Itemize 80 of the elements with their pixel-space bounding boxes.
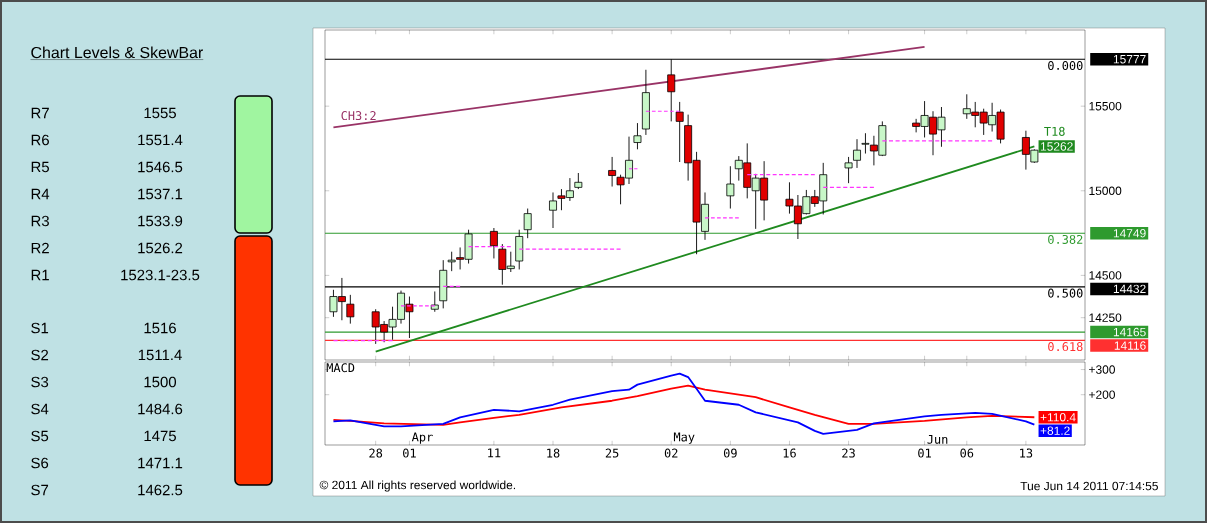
text: R5 [31,161,49,173]
x-tick-label: 13 [1020,448,1033,458]
candlestick [675,101,684,163]
text: S7 [31,484,49,496]
series-label: T18 [1044,126,1065,136]
x-tick-label: 16 [783,448,796,458]
y-tick-label: 15500 [1089,101,1122,111]
text: Tue Jun 14 2011 07:14:55 [1020,481,1158,491]
text: R4 [31,188,50,200]
x-tick-label: 02 [664,448,678,458]
text: © 2011 All rights reserved worldwide. [319,480,516,492]
annotation: May [673,432,695,444]
candlestick [633,122,642,150]
annotation: 0.500 [1048,288,1083,298]
x-tick-label: 23 [842,448,855,458]
candlestick [844,156,853,184]
x-tick-label: 25 [605,448,619,458]
y-tick-label: 14250 [1089,313,1122,322]
text: 1551.4 [138,134,183,146]
candlestick [549,192,557,229]
x-tick-label: 11 [488,448,501,458]
ref-line-label: 14116 [1114,341,1146,350]
data-label: +110.4 [1040,413,1076,422]
text: S3 [31,376,49,388]
line-series [332,384,1036,426]
text: S2 [31,349,49,361]
text: 1523.1-23.5 [121,269,200,281]
text: 1484.6 [138,403,183,415]
candlestick [447,251,456,272]
data-label: +81.2 [1040,426,1070,435]
text: 1526.2 [138,242,183,254]
text: S4 [31,403,49,415]
x-tick-label: 18 [547,448,560,458]
annotation: 0.000 [1048,60,1083,71]
x-tick-label: 09 [723,448,737,458]
y-tick-label: 14500 [1089,271,1122,280]
candlestick [726,165,735,209]
series-label: CH3:2 [341,111,376,121]
x-tick-label: 06 [960,448,974,458]
ref-line-label: 14749 [1113,229,1146,238]
text: R6 [31,134,49,146]
annotation: 0.618 [1048,342,1083,352]
x-tick-label: 28 [369,448,383,458]
text: R2 [31,242,49,254]
annotation: Jun [927,434,948,444]
text: 1475 [144,430,176,442]
y-tick-label: +300 [1089,365,1115,374]
text: 1500 [144,376,177,388]
y-tick-label: 15000 [1089,186,1122,195]
candlestick [853,138,861,169]
text: 1511.4 [138,349,182,361]
y-tick-label: +200 [1089,390,1115,399]
ref-line-label: 15777 [1113,55,1146,64]
candlestick [608,156,617,187]
candlestick [346,294,355,325]
text: S6 [31,457,49,469]
x-tick-label: 01 [403,448,416,458]
text: R7 [31,107,49,119]
chart-title: MACD [326,363,355,373]
text: R1 [31,269,49,281]
ref-line-label: 14432 [1113,284,1146,294]
ref-line-label: 14165 [1113,327,1146,337]
text: 1546.5 [138,161,183,173]
x-tick-label: 01 [918,448,931,458]
candlestick [523,208,532,239]
text: S5 [31,430,49,442]
text: 1516 [144,322,176,334]
data-label: 15262 [1040,142,1073,151]
text: 1555 [144,107,176,119]
text: 1471.1 [138,457,183,469]
annotation: 0.382 [1048,234,1083,244]
text: S1 [31,322,49,334]
annotation: Apr [411,432,433,444]
text: 1537.1 [138,188,183,200]
candlestick [430,291,439,313]
text: 1533.9 [138,215,183,227]
text: R3 [31,215,49,227]
text: Chart Levels & SkewBar [31,46,203,59]
candlestick [489,227,498,259]
text: 1462.5 [138,484,183,496]
